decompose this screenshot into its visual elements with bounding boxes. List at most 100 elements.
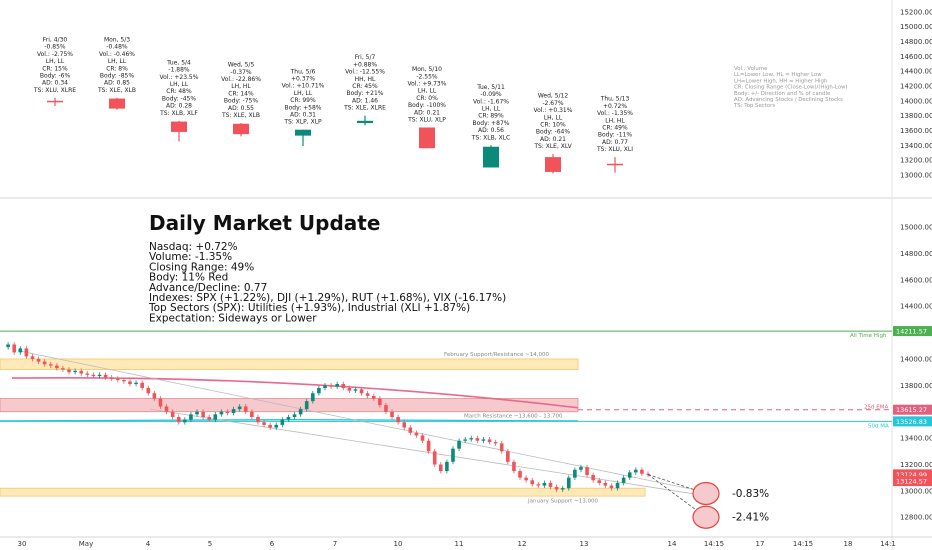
path-candle [445,461,449,472]
ref-line-label: 50d MA [868,423,889,429]
summary-line: Body: 11% Red [149,272,228,284]
day-annotation: LH, HL [231,83,251,90]
time-tick: 12 [518,540,527,548]
path-candle [603,482,608,486]
legend-line: LL=Lower Low, HL = Higher Low [734,72,822,78]
path-candle [487,439,492,443]
time-tick: 7 [333,540,337,548]
summary-title: Daily Market Update [149,211,380,235]
path-candle [213,414,218,420]
zone-box [0,398,579,413]
path-candle [103,374,108,378]
time-tick: 30 [18,540,27,548]
summary-line: Closing Range: 49% [149,261,254,273]
path-candle [573,469,577,478]
path-candle [262,422,266,425]
path-candle [237,406,242,410]
path-candle [609,485,614,489]
path-candle [627,472,632,478]
path-candle [195,411,199,415]
summary-line: Nasdaq: +0.72% [149,241,238,253]
path-candle [365,393,370,396]
day-annotation: LH, LL [544,114,563,121]
path-candle [329,385,333,387]
path-candle [36,358,41,362]
day-annotation: Body: -75% [224,98,258,105]
path-candle [61,368,65,370]
price-tag-text: 13124.99 [896,471,927,479]
day-annotation: Mon, 5/10 [412,66,442,73]
day-annotation: -2.55% [416,73,438,80]
path-candle [420,435,425,441]
path-candle [79,370,84,374]
ema25-curve [11,376,579,409]
path-candle [268,424,272,428]
bottom-price-tick: 13000.00 [900,487,932,495]
path-candle [554,486,559,490]
bottom-price-tick: 13800.00 [900,382,932,390]
path-candle [243,406,248,412]
day-annotation: Thu, 5/6 [290,68,316,75]
day-annotation: -1.88% [168,67,190,74]
top-price-tick: 13600.00 [900,127,932,135]
path-candle [335,384,339,387]
day-annotation: Mon, 5/3 [104,36,130,43]
projection-circle [692,481,720,506]
path-candle [359,389,364,394]
day-annotation: TS: XLB, XLC [471,134,510,141]
projection-label: -2.41% [732,512,769,524]
path-candle [585,467,589,476]
day-annotation: Body: -85% [100,72,134,79]
path-candle [201,411,205,417]
candle-body [295,129,311,136]
time-tick: 5 [208,540,212,548]
day-annotation: CR: 48% [166,88,192,95]
day-annotation: Body: +87% [472,120,509,127]
path-candle [183,419,187,423]
day-annotation: Body: +21% [346,90,383,97]
path-candle [317,387,321,394]
path-candle [347,387,352,391]
day-annotation: AD: 0.56 [478,127,504,134]
day-annotation: +0.88% [353,61,377,68]
ref-line-label: 25d EMA [864,405,888,411]
top-price-tick: 13200.00 [900,157,932,165]
day-annotation: Vol.: -12.55% [345,69,385,76]
time-tick: 17 [756,540,765,548]
path-candle [621,477,626,483]
time-axis: 30 May 4 5 6 7 10 11 12 13 14 14:15 17 14:15 18 14:1 [0,536,932,548]
path-candle [73,370,77,373]
day-annotation: TS: XLU, XLP [407,116,446,123]
path-candle [457,440,461,449]
projections: -0.83% -2.41% [647,474,769,529]
day-annotation: AD: 1.46 [352,97,378,104]
path-candle [122,380,126,382]
legend-line: TS: Top Sectors [733,103,775,109]
candle-body [109,98,125,109]
top-price-tick: 13800.00 [900,112,932,120]
bottom-price-tick: 14800.00 [900,250,932,258]
day-annotation: LH, HL [605,117,625,124]
top-price-tick: 14000.00 [900,97,932,105]
day-annotation: Body: -100% [408,102,446,109]
day-annotation: AD: 0.31 [290,112,316,119]
path-candle [469,438,474,440]
path-candle [438,464,443,472]
zone-label: January Support ~13,000 [527,498,598,504]
path-candle [164,406,169,412]
day-annotation: Body: +58% [284,104,321,111]
path-candle [250,411,254,417]
day-annotation: CR: 14% [228,90,254,97]
path-candle [48,364,53,366]
path-candle [323,385,327,388]
day-annotation: HH, HL [355,76,376,83]
path-candle [506,451,510,462]
day-annotation: CR: 0% [416,95,438,102]
zone-label: March Resistance ~13,600 - 13,700 [464,414,563,420]
path-candle [219,411,224,415]
path-candle [353,389,358,391]
price-tag-text: 13124.57 [896,478,927,486]
